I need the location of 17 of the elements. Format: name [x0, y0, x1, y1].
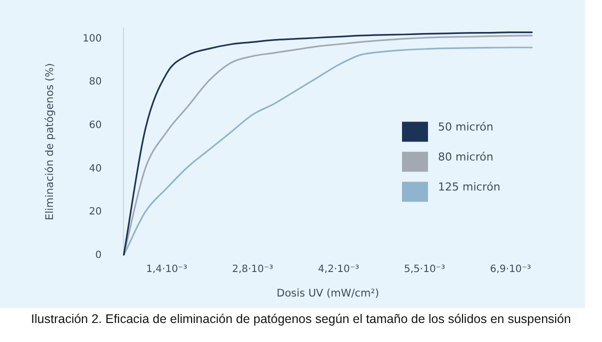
legend-label: 125 micrón	[438, 180, 500, 194]
y-tick-label: 100	[82, 33, 102, 44]
legend-label: 80 micrón	[438, 150, 494, 164]
y-tick-label: 40	[88, 163, 102, 174]
text: Ilustración 2. Eficacia de eliminación de patógenos según el tamaño de los sólidos en suspensión	[30, 312, 572, 326]
y-tick-label: 0	[95, 250, 102, 261]
x-axis-title: Dosis UV (mW/cm²)	[276, 287, 380, 300]
x-tick-label: 5,5·10⁻³	[404, 264, 446, 275]
x-tick-label: 1,4·10⁻³	[146, 264, 188, 275]
x-tick-label: 6,9·10⁻³	[490, 264, 532, 275]
y-tick-label: 60	[88, 120, 102, 132]
y-tick-label: 80	[88, 76, 102, 88]
legend-label: 50 micrón	[438, 120, 494, 134]
x-tick-label: 2,8·10⁻³	[232, 264, 274, 275]
y-tick-label: 20	[88, 206, 102, 218]
x-tick-label: 4,2·10⁻³	[318, 264, 360, 275]
y-axis-title: Eliminación de patógenos (%)	[44, 63, 56, 220]
